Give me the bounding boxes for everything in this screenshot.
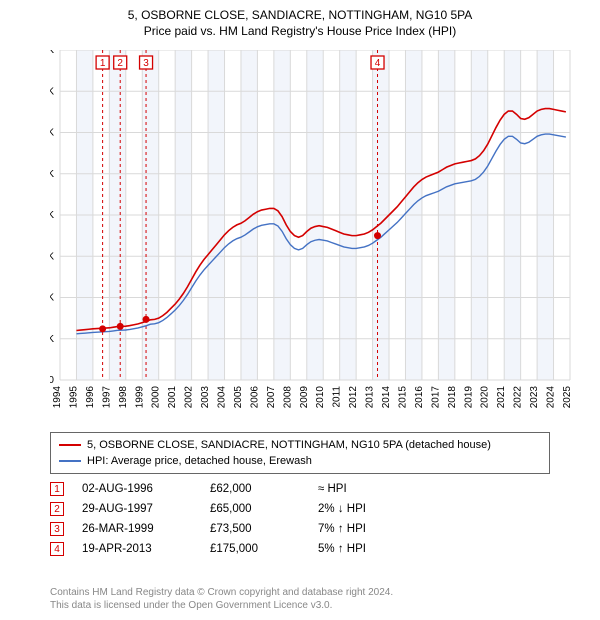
svg-text:2007: 2007 <box>266 386 277 409</box>
event-marker: 4 <box>50 542 64 556</box>
svg-text:2021: 2021 <box>496 386 507 409</box>
svg-text:£150K: £150K <box>50 251 54 262</box>
event-price: £73,500 <box>210 523 300 535</box>
legend-row-0: 5, OSBORNE CLOSE, SANDIACRE, NOTTINGHAM,… <box>59 437 541 453</box>
event-date: 29-AUG-1997 <box>82 503 192 515</box>
legend-row-1: HPI: Average price, detached house, Erew… <box>59 453 541 469</box>
legend-swatch-0 <box>59 444 81 446</box>
svg-text:2011: 2011 <box>332 386 343 408</box>
legend: 5, OSBORNE CLOSE, SANDIACRE, NOTTINGHAM,… <box>50 432 550 474</box>
svg-text:2024: 2024 <box>546 386 557 409</box>
svg-text:2014: 2014 <box>381 386 392 409</box>
svg-text:2012: 2012 <box>348 386 359 409</box>
svg-text:2002: 2002 <box>184 386 195 409</box>
svg-text:2023: 2023 <box>529 386 540 409</box>
chart-container: 5, OSBORNE CLOSE, SANDIACRE, NOTTINGHAM,… <box>0 0 600 620</box>
event-row: 2 29-AUG-1997 £65,000 2% ↓ HPI <box>50 502 550 516</box>
footnote: Contains HM Land Registry data © Crown c… <box>50 586 393 612</box>
svg-text:£0: £0 <box>50 375 54 386</box>
svg-text:1999: 1999 <box>134 386 145 409</box>
svg-text:£350K: £350K <box>50 86 54 97</box>
svg-text:2: 2 <box>117 58 123 69</box>
svg-text:2010: 2010 <box>315 386 326 409</box>
event-delta: 5% ↑ HPI <box>318 543 418 555</box>
event-price: £62,000 <box>210 483 300 495</box>
footnote-line2: This data is licensed under the Open Gov… <box>50 599 393 612</box>
svg-text:2004: 2004 <box>217 386 228 409</box>
svg-text:2019: 2019 <box>463 386 474 409</box>
event-date: 26-MAR-1999 <box>82 523 192 535</box>
events-table: 1 02-AUG-1996 £62,000 ≈ HPI 2 29-AUG-1997 £65,… <box>50 482 550 562</box>
svg-text:2025: 2025 <box>562 386 573 409</box>
svg-text:2022: 2022 <box>513 386 524 409</box>
event-date: 19-APR-2013 <box>82 543 192 555</box>
svg-text:£200K: £200K <box>50 210 54 221</box>
svg-text:1995: 1995 <box>68 386 79 409</box>
title-sub: Price paid vs. HM Land Registry's House … <box>10 24 590 38</box>
legend-swatch-1 <box>59 460 81 462</box>
svg-text:1994: 1994 <box>52 386 63 409</box>
event-row: 4 19-APR-2013 £175,000 5% ↑ HPI <box>50 542 550 556</box>
event-delta: ≈ HPI <box>318 483 418 495</box>
svg-text:2013: 2013 <box>365 386 376 409</box>
event-marker: 2 <box>50 502 64 516</box>
event-delta: 2% ↓ HPI <box>318 503 418 515</box>
event-delta: 7% ↑ HPI <box>318 523 418 535</box>
svg-text:£300K: £300K <box>50 128 54 139</box>
svg-text:4: 4 <box>375 58 381 69</box>
event-price: £175,000 <box>210 543 300 555</box>
svg-text:2020: 2020 <box>480 386 491 409</box>
event-price: £65,000 <box>210 503 300 515</box>
svg-text:3: 3 <box>143 58 149 69</box>
chart-area: £0 £50K £100K £150K £200K £250K £300K £350K £400… <box>50 50 580 420</box>
svg-text:£250K: £250K <box>50 169 54 180</box>
legend-label-0: 5, OSBORNE CLOSE, SANDIACRE, NOTTINGHAM,… <box>87 437 491 453</box>
title-main: 5, OSBORNE CLOSE, SANDIACRE, NOTTINGHAM,… <box>10 8 590 22</box>
svg-text:2005: 2005 <box>233 386 244 409</box>
svg-text:2017: 2017 <box>430 386 441 409</box>
event-row: 3 26-MAR-1999 £73,500 7% ↑ HPI <box>50 522 550 536</box>
svg-text:£50K: £50K <box>50 334 54 345</box>
footnote-line1: Contains HM Land Registry data © Crown c… <box>50 586 393 599</box>
svg-text:£100K: £100K <box>50 293 54 304</box>
event-row: 1 02-AUG-1996 £62,000 ≈ HPI <box>50 482 550 496</box>
svg-text:1998: 1998 <box>118 386 129 409</box>
event-marker: 1 <box>50 482 64 496</box>
title-block: 5, OSBORNE CLOSE, SANDIACRE, NOTTINGHAM,… <box>0 0 600 44</box>
svg-text:2015: 2015 <box>397 386 408 409</box>
svg-text:1996: 1996 <box>85 386 96 409</box>
event-marker: 3 <box>50 522 64 536</box>
svg-text:2016: 2016 <box>414 386 425 409</box>
svg-text:2006: 2006 <box>249 386 260 409</box>
event-date: 02-AUG-1996 <box>82 483 192 495</box>
svg-text:2003: 2003 <box>200 386 211 409</box>
legend-label-1: HPI: Average price, detached house, Erew… <box>87 453 312 469</box>
svg-text:2000: 2000 <box>151 386 162 409</box>
svg-text:2009: 2009 <box>299 386 310 409</box>
price-chart-svg: £0 £50K £100K £150K £200K £250K £300K £350K £400… <box>50 50 580 420</box>
svg-text:2018: 2018 <box>447 386 458 409</box>
svg-text:1: 1 <box>100 58 106 69</box>
svg-text:2008: 2008 <box>282 386 293 409</box>
svg-text:£400K: £400K <box>50 50 54 56</box>
svg-text:2001: 2001 <box>167 386 178 409</box>
svg-text:1997: 1997 <box>101 386 112 409</box>
